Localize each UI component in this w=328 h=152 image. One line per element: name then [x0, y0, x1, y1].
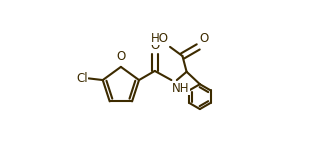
Text: O: O [150, 39, 159, 52]
Text: Cl: Cl [76, 72, 88, 85]
Text: HO: HO [151, 32, 169, 45]
Text: NH: NH [172, 82, 190, 95]
Text: O: O [116, 50, 126, 63]
Text: O: O [200, 32, 209, 45]
